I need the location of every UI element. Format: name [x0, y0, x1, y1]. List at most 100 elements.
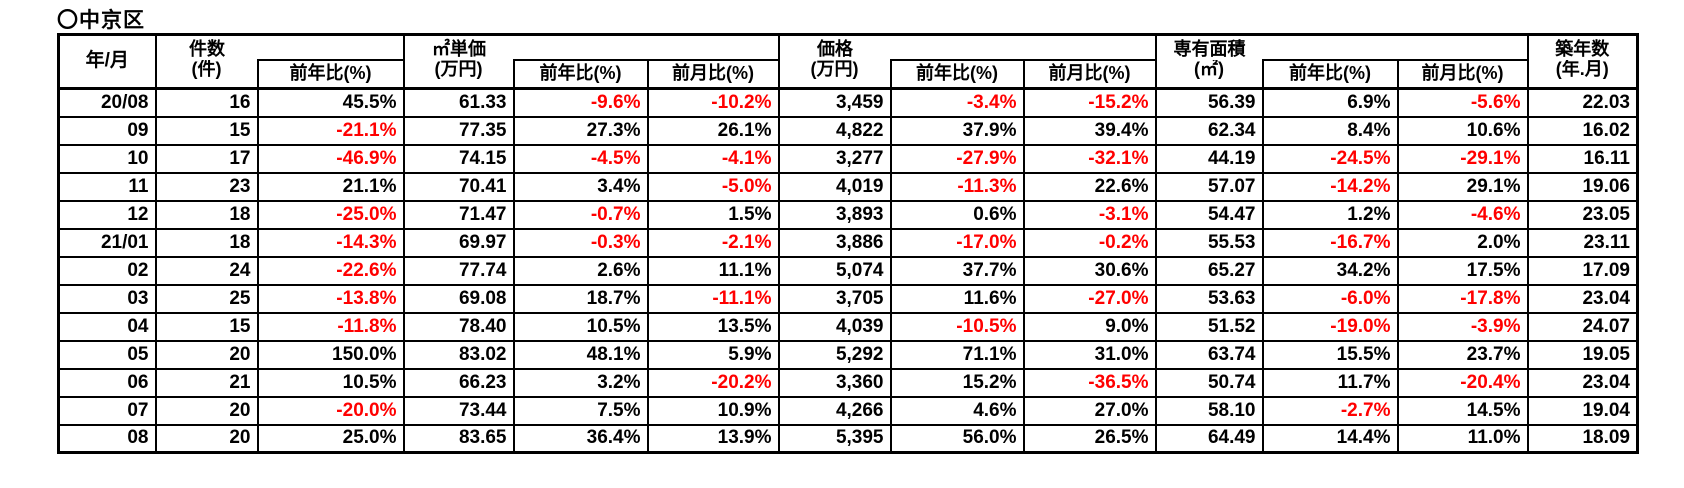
unit-price-mom-cell: 5.9% [646, 339, 780, 370]
unit-price-mom-cell: 13.9% [646, 423, 780, 454]
col-header-m2tanka-mom: 前月比(%) [646, 58, 780, 90]
table-row: 20/08 16 45.5% 61.33 -9.6% -10.2% 3,459 … [57, 87, 1639, 118]
area-yoy-cell: -14.2% [1261, 171, 1399, 202]
price-yoy-cell: -3.4% [889, 87, 1025, 118]
col-header-chikunensu-label: 築年数 [1526, 34, 1638, 60]
building-age-cell: 16.11 [1526, 143, 1639, 174]
count-cell: 23 [154, 171, 259, 202]
unit-price-cell: 77.35 [402, 115, 515, 146]
count-yoy-cell: -20.0% [256, 395, 405, 426]
area-cell: 64.49 [1154, 423, 1264, 454]
price-cell: 3,459 [777, 87, 892, 118]
year-month-cell: 07 [57, 395, 157, 426]
area-cell: 58.10 [1154, 395, 1264, 426]
table-row: 02 24 -22.6% 77.74 2.6% 11.1% 5,074 37.7… [57, 255, 1639, 286]
year-month-cell: 08 [57, 423, 157, 454]
unit-price-cell: 70.41 [402, 171, 515, 202]
price-mom-cell: -0.2% [1022, 227, 1157, 258]
unit-price-mom-cell: 1.5% [646, 199, 780, 230]
unit-price-cell: 83.02 [402, 339, 515, 370]
building-age-cell: 23.05 [1526, 199, 1639, 230]
unit-price-mom-cell: 26.1% [646, 115, 780, 146]
price-cell: 3,893 [777, 199, 892, 230]
building-age-cell: 19.06 [1526, 171, 1639, 202]
area-yoy-cell: 14.4% [1261, 423, 1399, 454]
building-age-cell: 23.04 [1526, 283, 1639, 314]
price-cell: 4,822 [777, 115, 892, 146]
unit-price-mom-cell: -10.2% [646, 87, 780, 118]
unit-price-cell: 74.15 [402, 143, 515, 174]
unit-price-yoy-cell: 48.1% [512, 339, 649, 370]
unit-price-cell: 66.23 [402, 367, 515, 398]
count-yoy-cell: -11.8% [256, 311, 405, 342]
price-cell: 5,395 [777, 423, 892, 454]
area-mom-cell: -5.6% [1396, 87, 1529, 118]
price-yoy-cell: 11.6% [889, 283, 1025, 314]
area-yoy-cell: -16.7% [1261, 227, 1399, 258]
col-header-kensu-label: 件数 [154, 34, 258, 60]
page-title: 〇中京区 [57, 9, 145, 32]
area-cell: 55.53 [1154, 227, 1264, 258]
area-mom-cell: 11.0% [1396, 423, 1529, 454]
building-age-cell: 16.02 [1526, 115, 1639, 146]
area-yoy-cell: 6.9% [1261, 87, 1399, 118]
area-yoy-cell: 34.2% [1261, 255, 1399, 286]
area-mom-cell: -17.8% [1396, 283, 1529, 314]
year-month-cell: 03 [57, 283, 157, 314]
area-yoy-cell: 15.5% [1261, 339, 1399, 370]
area-yoy-cell: -6.0% [1261, 283, 1399, 314]
year-month-cell: 10 [57, 143, 157, 174]
unit-price-yoy-cell: -0.3% [512, 227, 649, 258]
unit-price-yoy-cell: 3.2% [512, 367, 649, 398]
price-yoy-cell: 71.1% [889, 339, 1025, 370]
table-row: 09 15 -21.1% 77.35 27.3% 26.1% 4,822 37.… [57, 115, 1639, 146]
header-row-groups: 年/月 件数 ㎡単価 価格 専有面積 築年数 [58, 34, 1638, 90]
count-cell: 16 [154, 87, 259, 118]
col-header-senyumenseki-unit: (㎡) [1154, 59, 1264, 90]
count-cell: 24 [154, 255, 259, 286]
header-spacer [258, 35, 404, 60]
price-mom-cell: 9.0% [1022, 311, 1157, 342]
unit-price-yoy-cell: 3.4% [512, 171, 649, 202]
count-cell: 15 [154, 115, 259, 146]
col-header-senyumenseki-yoy: 前年比(%) [1261, 58, 1399, 90]
count-yoy-cell: 10.5% [256, 367, 405, 398]
price-yoy-cell: 37.7% [889, 255, 1025, 286]
price-yoy-cell: -11.3% [889, 171, 1025, 202]
unit-price-mom-cell: -20.2% [646, 367, 780, 398]
col-header-m2tanka-yoy: 前年比(%) [512, 58, 649, 90]
unit-price-cell: 73.44 [402, 395, 515, 426]
area-cell: 56.39 [1154, 87, 1264, 118]
unit-price-yoy-cell: 18.7% [512, 283, 649, 314]
building-age-cell: 19.05 [1526, 339, 1639, 370]
building-age-cell: 24.07 [1526, 311, 1639, 342]
price-cell: 5,292 [777, 339, 892, 370]
unit-price-cell: 77.74 [402, 255, 515, 286]
price-mom-cell: -3.1% [1022, 199, 1157, 230]
area-mom-cell: -3.9% [1396, 311, 1529, 342]
area-mom-cell: 17.5% [1396, 255, 1529, 286]
price-yoy-cell: 37.9% [889, 115, 1025, 146]
unit-price-mom-cell: 11.1% [646, 255, 780, 286]
area-yoy-cell: -24.5% [1261, 143, 1399, 174]
unit-price-yoy-cell: -9.6% [512, 87, 649, 118]
unit-price-yoy-cell: -4.5% [512, 143, 649, 174]
area-yoy-cell: -19.0% [1261, 311, 1399, 342]
table-row: 04 15 -11.8% 78.40 10.5% 13.5% 4,039 -10… [57, 311, 1639, 342]
price-mom-cell: 39.4% [1022, 115, 1157, 146]
price-yoy-cell: -27.9% [889, 143, 1025, 174]
year-month-cell: 05 [57, 339, 157, 370]
col-header-kakaku-mom: 前月比(%) [1022, 58, 1157, 90]
col-header-kensu-yoy: 前年比(%) [256, 58, 405, 90]
price-cell: 3,886 [777, 227, 892, 258]
price-cell: 4,019 [777, 171, 892, 202]
area-cell: 63.74 [1154, 339, 1264, 370]
count-cell: 20 [154, 395, 259, 426]
unit-price-mom-cell: -11.1% [646, 283, 780, 314]
count-cell: 18 [154, 227, 259, 258]
area-cell: 54.47 [1154, 199, 1264, 230]
area-yoy-cell: 11.7% [1261, 367, 1399, 398]
year-month-cell: 04 [57, 311, 157, 342]
year-month-cell: 20/08 [57, 87, 157, 118]
price-mom-cell: 22.6% [1022, 171, 1157, 202]
